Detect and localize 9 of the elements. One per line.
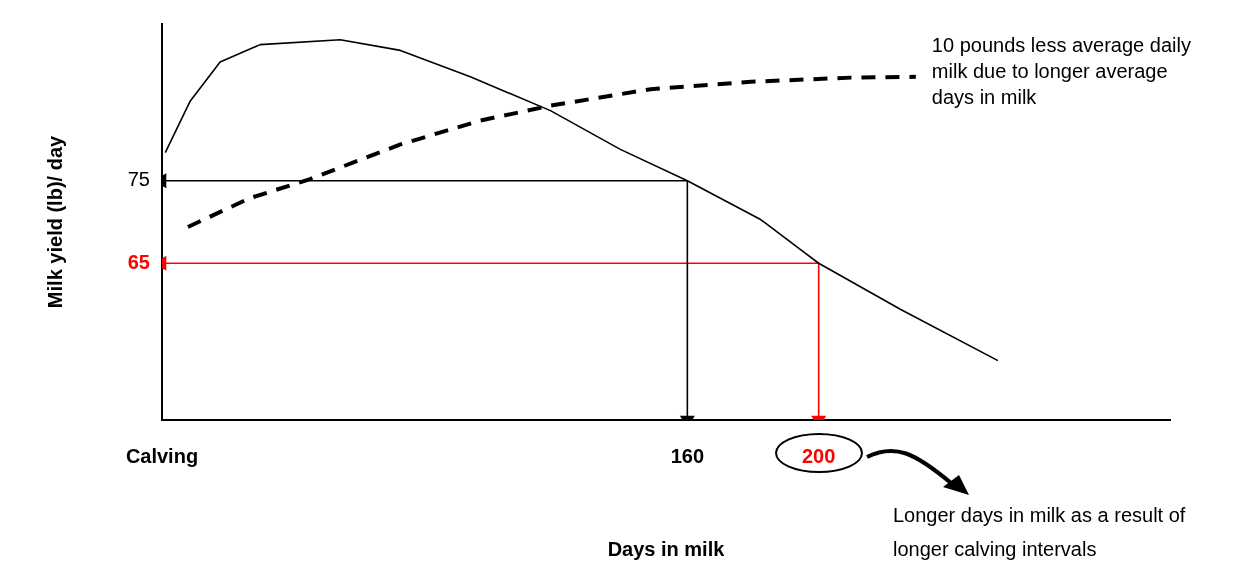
annotation: 10 pounds less average daily milk due to longer average days in milk (931, 34, 1191, 109)
x-axis-title: Days in milk (607, 537, 726, 560)
text: Longer days in milk as a result of longer calving intervals (893, 503, 1186, 560)
y-axis-title: Milk yield (lb)/ day (43, 135, 66, 309)
x-tick-label: 160 (670, 444, 705, 467)
x-tick-label: Calving (125, 444, 199, 467)
x-tick-label: 200 (801, 444, 836, 467)
y-tick-label: 75 (127, 168, 150, 191)
y-tick-label: 65 (127, 250, 150, 273)
